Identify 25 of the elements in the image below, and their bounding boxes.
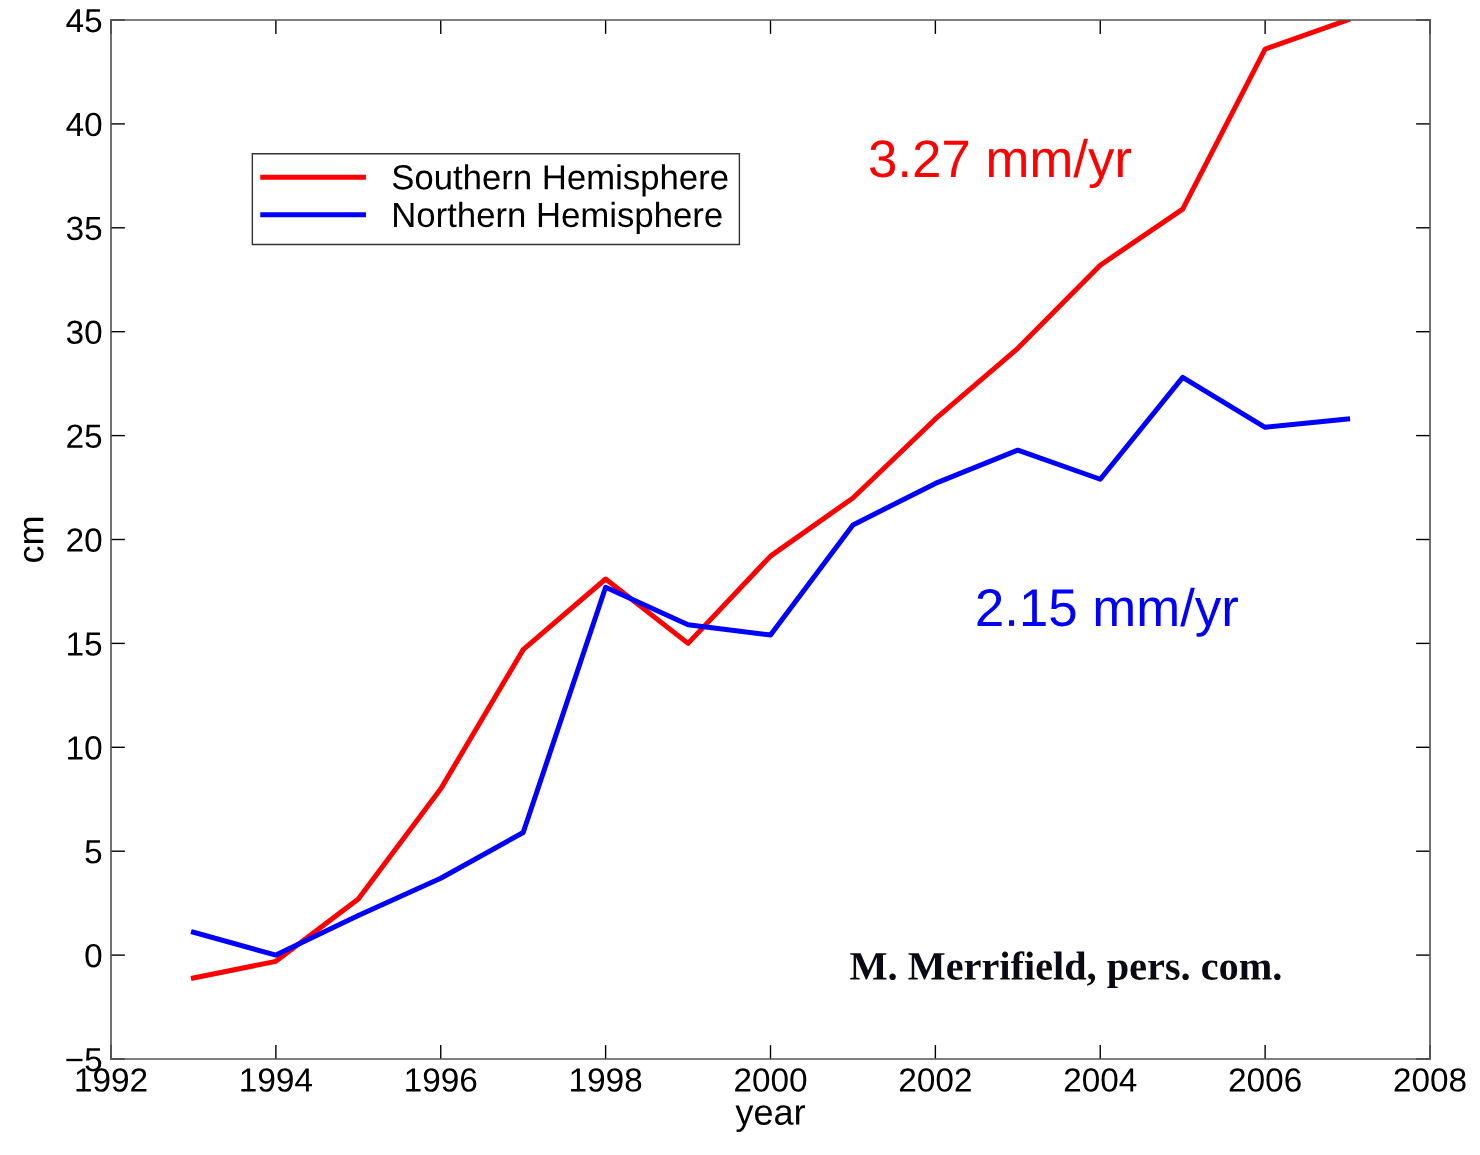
y-axis-title: cm [23,517,44,563]
y-tick-label: 15 [68,632,102,656]
annotation: M. Merrifield, pers. com. [850,951,1281,989]
x-axis-title: year [735,1105,806,1133]
x-tick-label: 2006 [1229,1068,1301,1092]
x-tick-label: 2000 [735,1068,807,1092]
x-tick-label: 2004 [1064,1068,1137,1092]
legend-label: Northern Hemisphere [394,201,722,235]
y-tick-label: 35 [66,216,102,241]
y-tick-label: 20 [67,528,102,552]
y-tick-label: 0 [85,943,102,968]
annotation: 3.27 mm/yr [870,138,1132,188]
x-tick-label: 2008 [1394,1068,1466,1092]
y-tick-label: 40 [66,112,102,137]
annotation: 2.15 mm/yr [977,587,1238,637]
x-tick-label: 2002 [899,1068,971,1092]
y-tick-label: 25 [67,424,102,449]
legend-label: Southern Hemisphere [392,164,728,197]
y-tick-label: 10 [68,736,102,760]
y-tick-label: 45 [66,9,102,33]
y-tick-label: 5 [85,840,102,864]
x-tick-label: 1996 [406,1068,477,1092]
x-tick-label: 1994 [241,1068,312,1092]
y-tick-label: 30 [66,320,102,345]
x-tick-label: 1998 [571,1068,642,1092]
